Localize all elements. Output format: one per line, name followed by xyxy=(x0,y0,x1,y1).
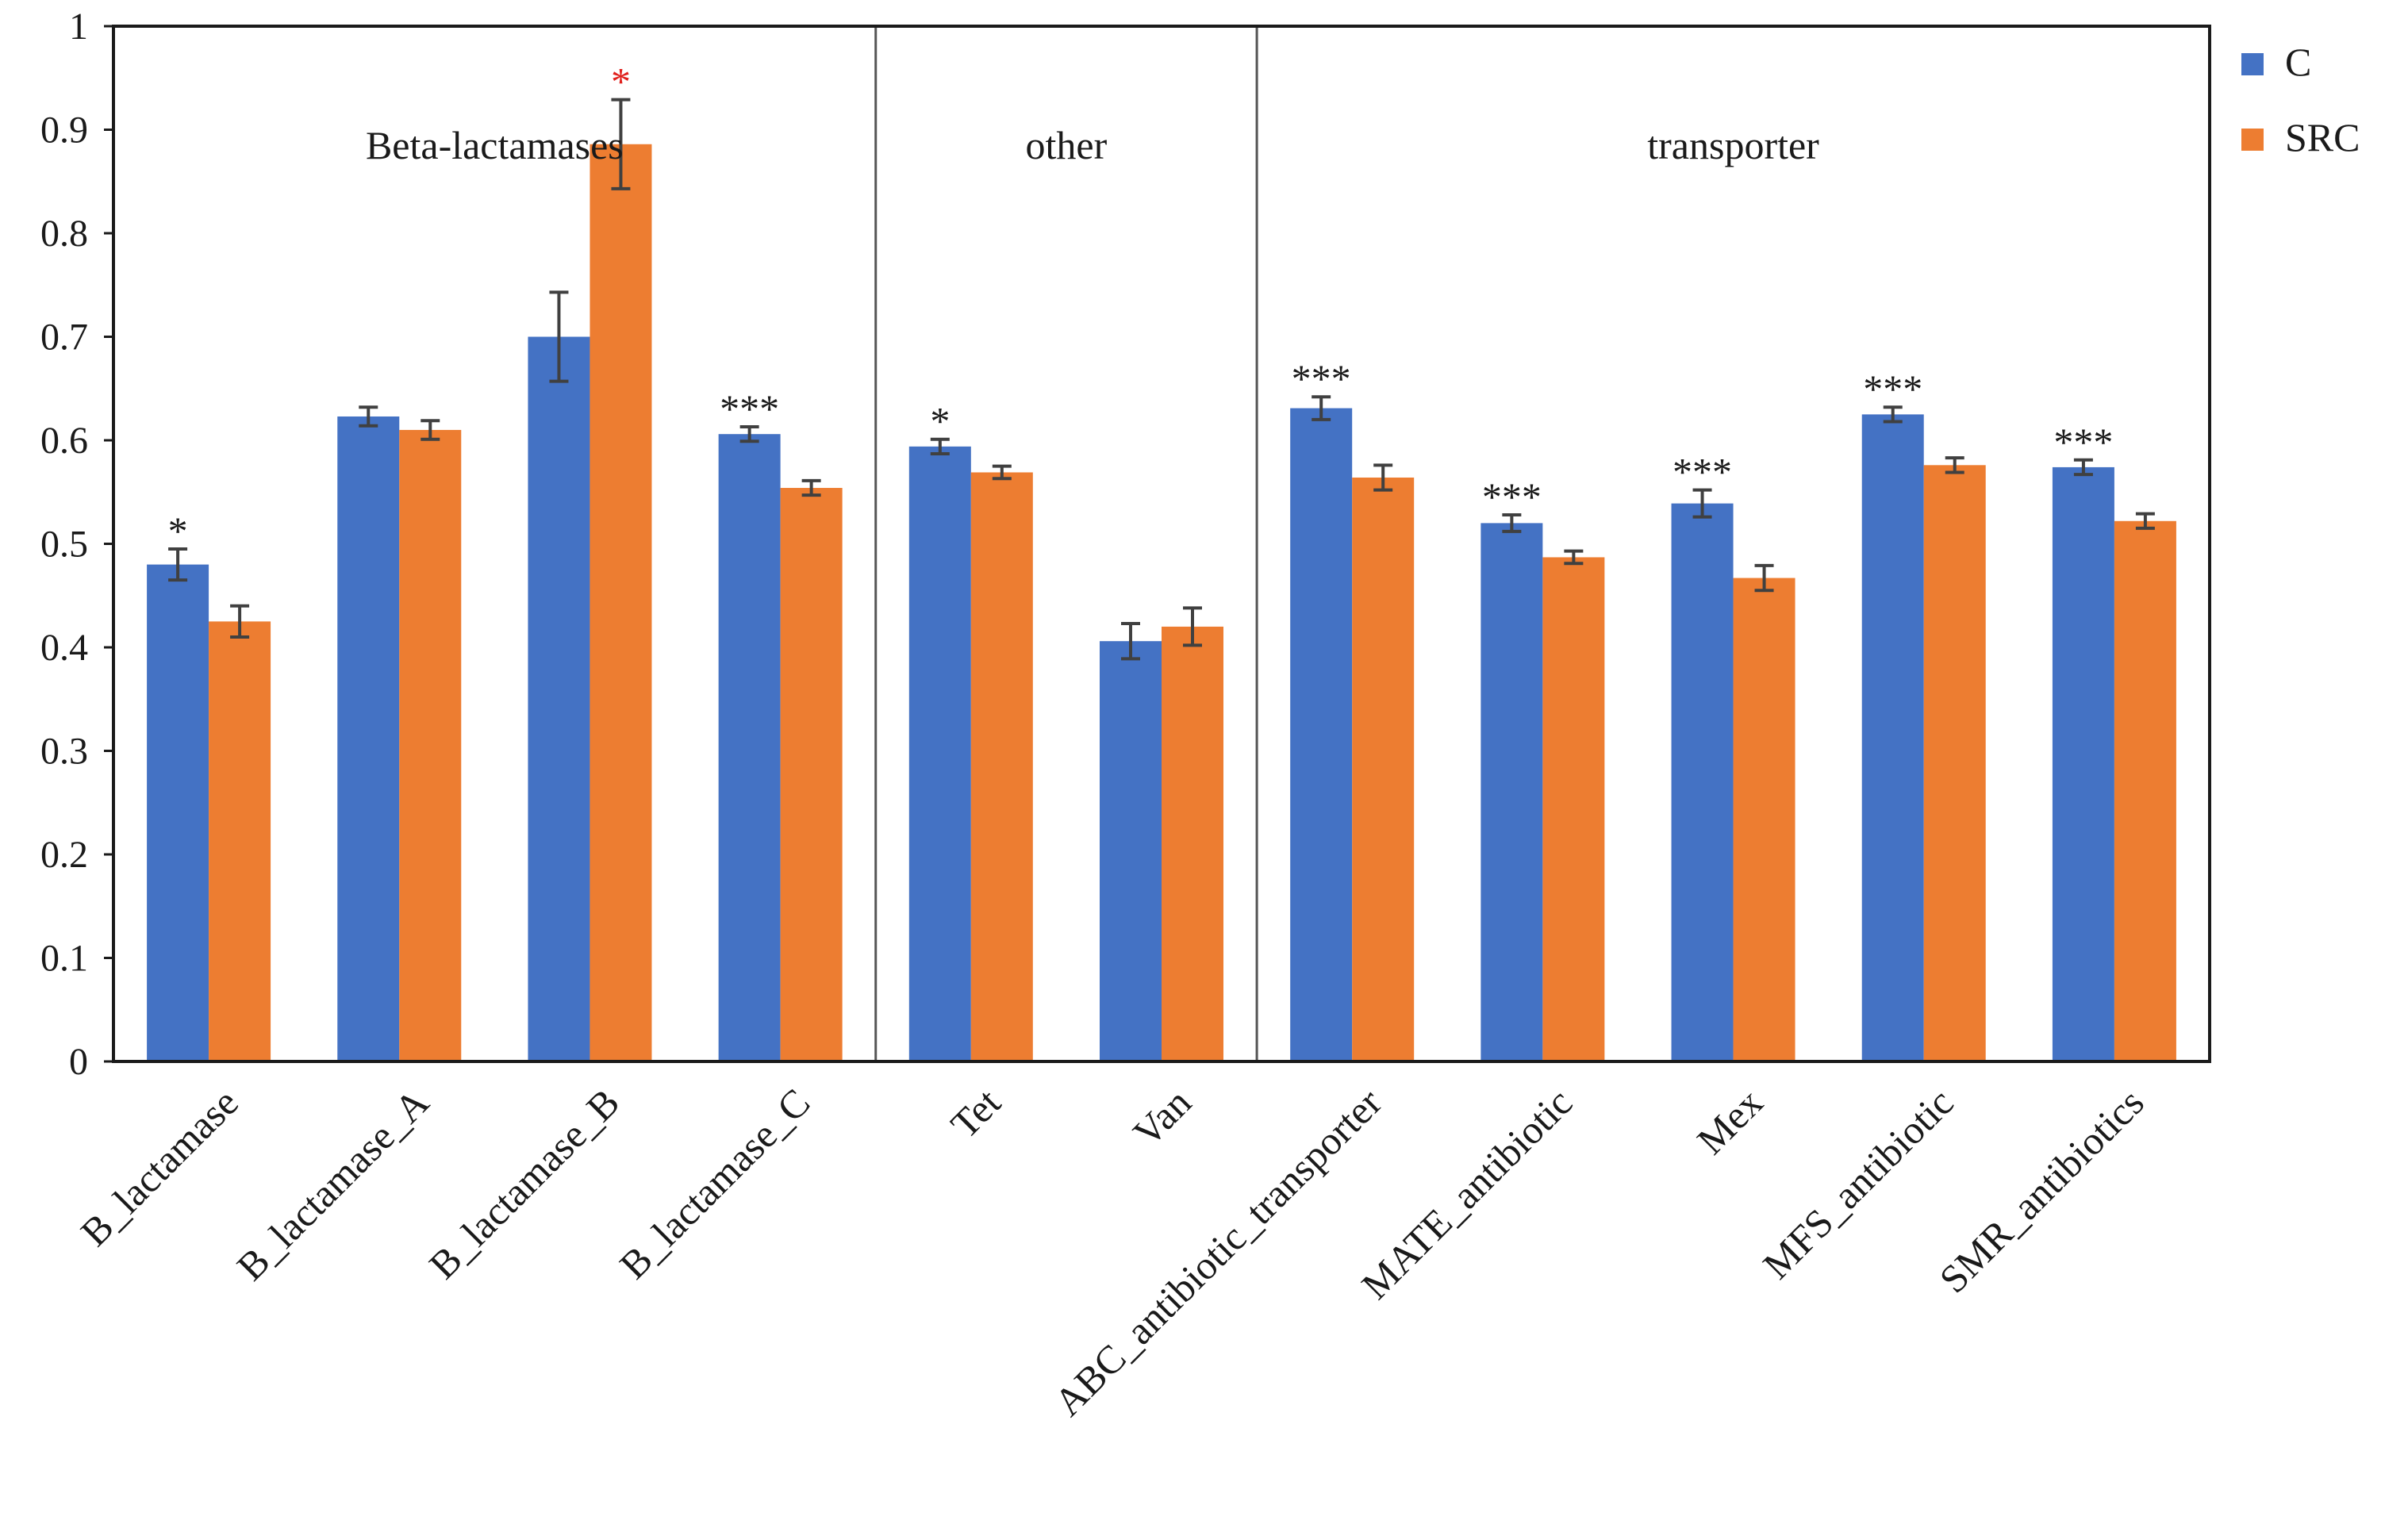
x-category-label: Mex xyxy=(1688,1080,1771,1162)
bar-c-6 xyxy=(1290,408,1353,1061)
group-sections: Beta-lactamases other transporter xyxy=(366,26,1819,1061)
bar-c-9 xyxy=(1861,414,1924,1061)
x-category-label: B_lactamase xyxy=(72,1080,247,1254)
bar-src-2 xyxy=(590,144,652,1061)
group-label-1: other xyxy=(1026,123,1108,167)
bar-src-9 xyxy=(1923,465,1986,1061)
legend: C SRC xyxy=(2241,40,2360,159)
y-tick-label: 0.9 xyxy=(40,109,88,152)
x-category-label: SMR_antibiotics xyxy=(1930,1080,2152,1301)
bar-src-3 xyxy=(780,488,843,1061)
y-tick-label: 0.6 xyxy=(40,420,88,462)
x-category-label: B_lactamase_C xyxy=(611,1080,818,1287)
bar-src-7 xyxy=(1542,557,1605,1061)
y-tick-label: 0.7 xyxy=(40,317,88,359)
significance-annotations: ***** **************** xyxy=(168,59,2114,553)
legend-swatch-src xyxy=(2241,129,2264,151)
bar-src-1 xyxy=(399,429,462,1061)
x-category-label: Van xyxy=(1124,1080,1200,1155)
bar-c-3 xyxy=(718,434,781,1061)
bar-src-4 xyxy=(970,472,1033,1061)
y-tick-label: 0.5 xyxy=(40,524,88,566)
bar-c-7 xyxy=(1481,523,1543,1061)
bar-c-10 xyxy=(2052,466,2114,1061)
y-tick-label: 0.2 xyxy=(40,834,88,876)
significance-label: *** xyxy=(2053,420,2113,464)
significance-label: *** xyxy=(1863,367,1922,411)
y-tick-label: 0.1 xyxy=(40,938,88,980)
significance-label: *** xyxy=(1292,356,1351,401)
significance-label: * xyxy=(930,399,950,443)
error-bars xyxy=(168,98,2155,661)
plot-frame xyxy=(112,25,2211,1063)
significance-label: *** xyxy=(720,386,779,431)
legend-swatch-c xyxy=(2241,53,2264,75)
bar-src-0 xyxy=(209,621,271,1061)
bar-c-8 xyxy=(1671,503,1734,1061)
significance-label: *** xyxy=(1482,474,1542,519)
bar-c-0 xyxy=(147,564,209,1061)
significance-label: * xyxy=(611,59,631,104)
legend-label-src: SRC xyxy=(2285,115,2360,159)
group-label-2: transporter xyxy=(1647,123,1819,167)
group-label-0: Beta-lactamases xyxy=(366,123,624,167)
y-tick-label: 1 xyxy=(69,6,88,48)
significance-label: *** xyxy=(1673,450,1732,494)
bar-c-2 xyxy=(528,336,590,1061)
y-tick-label: 0.8 xyxy=(40,213,88,255)
significance-label: * xyxy=(168,509,188,553)
x-category-label: B_lactamase_A xyxy=(229,1080,437,1288)
x-category-label: MFS_antibiotic xyxy=(1754,1080,1962,1288)
bar-c-4 xyxy=(908,446,971,1061)
y-tick-label: 0 xyxy=(69,1041,88,1083)
x-axis-labels: B_lactamaseB_lactamase_AB_lactamase_BB_l… xyxy=(72,1080,2153,1425)
bar-c-5 xyxy=(1100,641,1162,1061)
bar-src-5 xyxy=(1162,626,1223,1061)
bars xyxy=(147,144,2176,1061)
legend-label-c: C xyxy=(2285,40,2311,84)
bar-src-6 xyxy=(1352,477,1415,1061)
y-tick-label: 0.4 xyxy=(40,627,88,669)
bar-c-1 xyxy=(337,416,400,1061)
x-category-label: ABC_antibiotic_transporter xyxy=(1046,1080,1391,1425)
x-category-label: Tet xyxy=(942,1080,1008,1146)
bar-src-10 xyxy=(2114,520,2176,1061)
y-tick-label: 0.3 xyxy=(40,731,88,773)
bar-src-8 xyxy=(1733,578,1795,1061)
x-category-label: B_lactamase_B xyxy=(421,1080,628,1287)
y-axis-ticks: 0 0.1 0.2 0.3 0.4 0.5 0.6 0.7 0.8 0.9 1 xyxy=(40,6,113,1083)
